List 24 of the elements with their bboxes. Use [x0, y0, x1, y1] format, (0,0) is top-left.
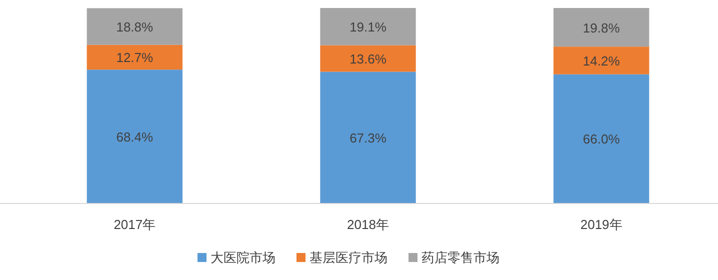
bar: [554, 74, 650, 203]
legend-label: 基层医疗市场: [310, 250, 388, 265]
data-label: 67.3%: [350, 130, 387, 146]
bar: [86, 70, 182, 203]
bar: [86, 44, 182, 70]
data-label: 13.6%: [350, 52, 387, 67]
data-label: 12.7%: [116, 50, 154, 66]
data-label: 19.8%: [582, 20, 620, 36]
bar: [320, 8, 416, 46]
bar: [554, 8, 650, 47]
data-label: 68.4%: [116, 129, 154, 144]
data-label: 19.1%: [350, 20, 387, 35]
x-tick-label: 2017年: [114, 217, 156, 232]
data-label: 18.8%: [116, 20, 154, 35]
bar: [554, 46, 650, 74]
bar: [320, 45, 416, 72]
data-label: 14.2%: [582, 53, 620, 68]
bar: [320, 72, 416, 203]
data-label: 66.0%: [582, 132, 620, 147]
bar: [86, 8, 182, 45]
x-tick-label: 2019年: [580, 217, 622, 232]
legend-label: 大医院市场: [210, 250, 276, 265]
legend-label: 药店零售市场: [422, 250, 500, 265]
x-tick-label: 2018年: [347, 217, 389, 232]
